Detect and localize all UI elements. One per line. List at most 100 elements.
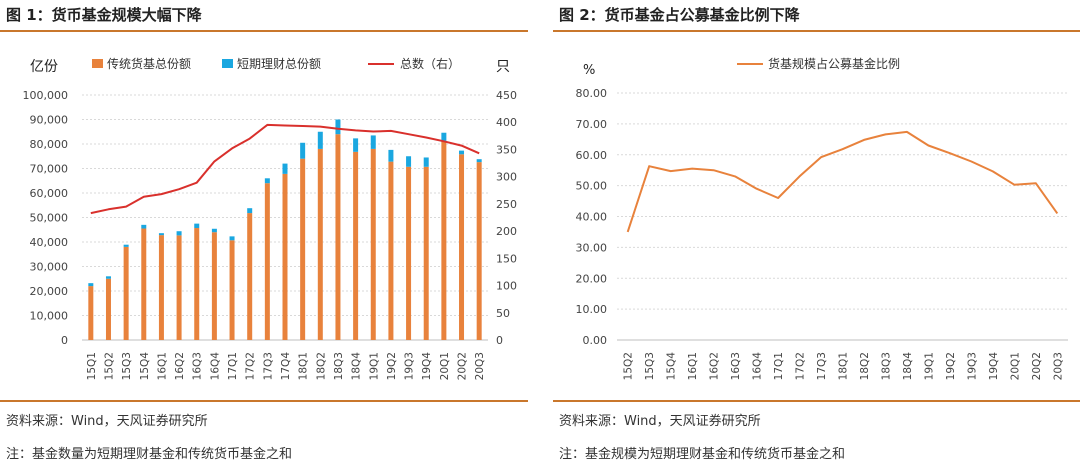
y-left-tick-label: 20,000 xyxy=(30,285,69,298)
x-tick-label: 15Q4 xyxy=(666,352,678,381)
y-tick-label: 50.00 xyxy=(576,180,608,193)
y-right-tick-label: 0 xyxy=(496,334,503,347)
y-left-tick-label: 10,000 xyxy=(30,310,69,323)
bar-short-term xyxy=(229,236,235,241)
x-tick-label: 17Q2 xyxy=(795,352,807,380)
y-right-tick-label: 450 xyxy=(496,89,517,102)
bar-traditional xyxy=(141,228,147,340)
legend-swatch xyxy=(92,59,103,68)
figure-2-note: 注：基金规模为短期理财基金和传统货币基金之和 xyxy=(559,447,846,462)
x-tick-label: 18Q2 xyxy=(315,352,327,380)
bar-short-term xyxy=(459,150,465,155)
bar-traditional xyxy=(247,213,253,340)
x-tick-label: 17Q1 xyxy=(773,352,785,380)
y-tick-label: 80.00 xyxy=(576,87,608,100)
bar-short-term xyxy=(441,132,447,141)
bar-short-term xyxy=(476,159,482,163)
bar-short-term xyxy=(317,131,323,149)
x-tick-label: 20Q1 xyxy=(439,352,451,380)
legend-label: 货基规模占公募基金比例 xyxy=(768,56,900,71)
x-tick-label: 15Q2 xyxy=(103,352,115,380)
bar-short-term xyxy=(194,223,200,229)
figure-2-bottom-rule xyxy=(553,400,1080,402)
x-tick-label: 15Q3 xyxy=(644,352,656,380)
bar-traditional xyxy=(476,162,482,340)
y-left-tick-label: 40,000 xyxy=(30,236,69,249)
bar-traditional xyxy=(123,246,129,340)
bar-traditional xyxy=(335,134,341,340)
x-tick-label: 18Q1 xyxy=(298,352,310,380)
y-right-tick-label: 350 xyxy=(496,143,517,156)
bar-traditional xyxy=(388,161,394,340)
x-tick-label: 18Q1 xyxy=(838,352,850,380)
bar-short-term xyxy=(423,157,429,167)
x-tick-label: 16Q2 xyxy=(709,352,721,380)
x-tick-label: 17Q3 xyxy=(262,352,274,380)
x-tick-label: 19Q4 xyxy=(988,352,1000,381)
bar-short-term xyxy=(211,228,217,233)
x-tick-label: 19Q4 xyxy=(421,352,433,381)
y-right-tick-label: 400 xyxy=(496,116,517,129)
bar-traditional xyxy=(406,166,412,340)
bar-short-term xyxy=(388,149,394,162)
x-tick-label: 17Q4 xyxy=(280,352,292,381)
bar-traditional xyxy=(370,148,376,340)
x-tick-label: 18Q3 xyxy=(333,352,345,380)
figure-1-bottom-rule xyxy=(0,400,528,402)
bar-short-term xyxy=(141,224,147,229)
figure-1-note: 注：基金数量为短期理财基金和传统货币基金之和 xyxy=(6,447,293,462)
figure-1-title: 图 1：货币基金规模大幅下降 xyxy=(6,6,202,24)
y-tick-label: 20.00 xyxy=(576,272,608,285)
bar-short-term xyxy=(158,233,164,236)
bar-traditional xyxy=(300,158,306,340)
x-tick-label: 18Q4 xyxy=(351,352,363,381)
bar-short-term xyxy=(335,119,341,135)
x-tick-label: 15Q4 xyxy=(139,352,151,381)
x-tick-label: 15Q3 xyxy=(121,352,133,380)
x-tick-label: 16Q3 xyxy=(192,352,204,380)
bar-traditional xyxy=(194,228,200,340)
x-tick-label: 20Q3 xyxy=(474,352,486,380)
line-fund-count xyxy=(90,123,480,215)
bar-short-term xyxy=(176,231,182,236)
y-right-tick-label: 50 xyxy=(496,307,510,320)
x-tick-label: 16Q1 xyxy=(687,352,699,380)
y-right-tick-label: 200 xyxy=(496,225,517,238)
bar-traditional xyxy=(229,240,235,340)
x-tick-label: 17Q3 xyxy=(816,352,828,380)
figure-2-chart: 0.00 10.00 20.00 30.00 40.00 50.00 60.00 70.00 8… xyxy=(576,56,1068,381)
bar-short-term xyxy=(247,208,253,214)
y-left-tick-label: 100,000 xyxy=(23,89,69,102)
figure-1-source: 资料来源：Wind，天风证券研究所 xyxy=(6,414,208,429)
bar-short-term xyxy=(353,138,359,152)
bar-traditional xyxy=(88,286,94,340)
x-tick-label: 16Q1 xyxy=(156,352,168,380)
y-right-tick-label: 300 xyxy=(496,171,517,184)
y-left-axis-label: 亿份 xyxy=(30,59,58,75)
bar-short-term xyxy=(105,276,111,279)
bar-traditional xyxy=(264,183,270,340)
bar-short-term xyxy=(370,135,376,149)
y-left-tick-label: 70,000 xyxy=(30,163,69,176)
x-tick-label: 20Q2 xyxy=(1031,352,1043,380)
x-tick-label: 18Q4 xyxy=(902,352,914,381)
x-tick-label: 20Q1 xyxy=(1009,352,1021,380)
y-left-tick-label: 90,000 xyxy=(30,114,69,127)
x-tick-label: 15Q2 xyxy=(623,352,635,380)
x-tick-label: 16Q2 xyxy=(174,352,186,380)
bar-traditional xyxy=(282,173,288,340)
bar-traditional xyxy=(459,154,465,340)
legend-swatch xyxy=(222,59,233,68)
legend-label: 传统货基总份额 xyxy=(107,56,191,71)
y-right-tick-label: 100 xyxy=(496,280,517,293)
bar-traditional xyxy=(158,235,164,340)
y-left-tick-label: 0 xyxy=(61,334,68,347)
y-left-tick-label: 50,000 xyxy=(30,212,69,225)
x-tick-label: 16Q4 xyxy=(752,352,764,381)
figure-2-top-rule xyxy=(553,30,1080,32)
legend-label: 总数（右） xyxy=(400,56,460,71)
y-tick-label: 70.00 xyxy=(576,118,608,131)
y-tick-label: 10.00 xyxy=(576,303,608,316)
x-tick-label: 19Q1 xyxy=(923,352,935,380)
y-tick-label: 30.00 xyxy=(576,241,608,254)
